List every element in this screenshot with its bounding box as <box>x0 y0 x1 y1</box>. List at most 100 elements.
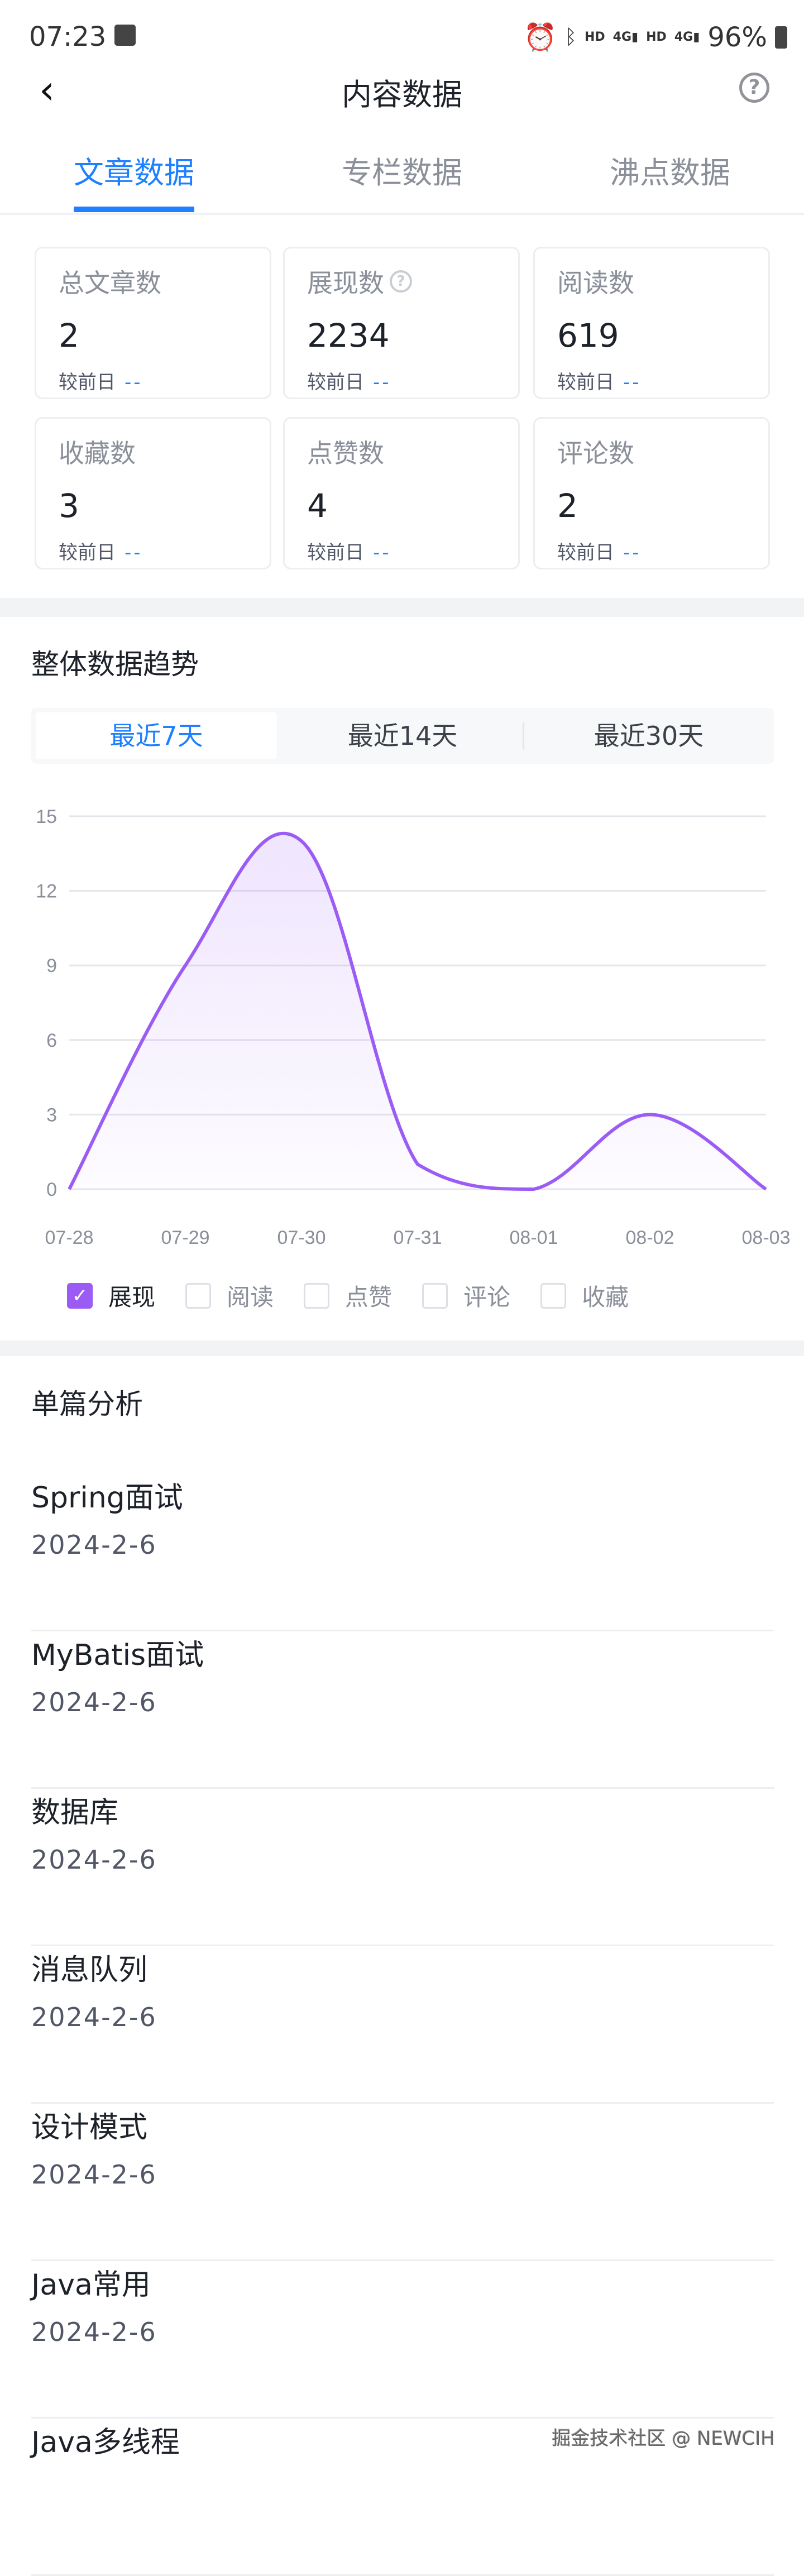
compare-value: -- <box>373 371 391 394</box>
y-tick-label: 0 <box>46 1179 57 1200</box>
articles-title: 单篇分析 <box>31 1388 143 1420</box>
stat-card-reads: 阅读数 619 较前日 -- <box>533 247 770 399</box>
x-tick-label: 07-31 <box>394 1227 442 1248</box>
article-title: MyBatis面试 <box>31 1639 204 1672</box>
active-tab-indicator <box>74 207 194 212</box>
series-area <box>69 833 766 1189</box>
checkbox-checked-icon[interactable]: ✓ <box>67 1282 93 1309</box>
article-title: 消息队列 <box>31 1953 148 1987</box>
stat-compare: 较前日 -- <box>59 542 143 564</box>
legend-favorites[interactable]: 收藏 <box>540 1279 629 1313</box>
legend-comments[interactable]: 评论 <box>422 1279 510 1313</box>
x-tick-label: 08-01 <box>510 1227 558 1248</box>
article-date: 2024-2-6 <box>31 1845 157 1875</box>
checkbox-icon[interactable] <box>304 1282 330 1309</box>
stat-card-comments: 评论数 2 较前日 -- <box>533 417 770 569</box>
article-date: 2024-2-6 <box>31 2002 157 2032</box>
content-tabs: 文章数据 专栏数据 沸点数据 <box>0 142 804 215</box>
stat-label: 展现数? <box>307 263 496 300</box>
article-list-item[interactable]: 数据库 2024-2-6 <box>31 1789 774 1946</box>
gallery-notification-icon <box>114 25 136 46</box>
trend-chart: 0 3 6 9 12 15 07-28 07-29 07-30 07-31 08-01 08-02 08… <box>36 806 791 1248</box>
compare-value: -- <box>125 371 143 394</box>
article-list-item[interactable]: MyBatis面试 2024-2-6 <box>31 1631 774 1789</box>
legend-likes[interactable]: 点赞 <box>304 1279 392 1313</box>
article-list-item[interactable]: Java常用 2024-2-6 <box>31 2261 774 2419</box>
stat-label: 点赞数 <box>307 438 384 468</box>
range-divider <box>523 722 524 750</box>
checkbox-icon[interactable] <box>185 1282 212 1309</box>
y-tick-label: 12 <box>36 881 57 902</box>
stat-value: 619 <box>557 317 619 355</box>
hd-icon: HD <box>584 30 605 44</box>
range-14-days[interactable]: 最近14天 <box>347 721 458 751</box>
article-title: 数据库 <box>31 1796 119 1830</box>
range-7-days[interactable]: 最近7天 <box>36 712 277 759</box>
stat-value: 2 <box>557 487 578 525</box>
article-date: 2024-2-6 <box>31 1687 157 1717</box>
x-tick-label: 08-02 <box>626 1227 674 1248</box>
status-bar: 07:23 ⏰ ᛒ HD 4G▮ HD 4G▮ 96% <box>0 0 804 67</box>
section-divider <box>0 1340 804 1356</box>
checkbox-icon[interactable] <box>422 1282 448 1309</box>
article-list-item[interactable]: 设计模式 2024-2-6 <box>31 2104 774 2261</box>
series-line <box>68 831 767 1191</box>
compare-value: -- <box>125 542 143 564</box>
range-selector: 最近7天 最近14天 最近30天 <box>31 708 774 764</box>
stat-compare: 较前日 -- <box>557 542 642 564</box>
back-button[interactable]: ‹ <box>39 67 55 113</box>
x-tick-label: 07-28 <box>45 1227 94 1248</box>
article-date: 2024-2-6 <box>31 2317 157 2347</box>
stat-compare: 较前日 -- <box>59 371 143 394</box>
legend-impressions[interactable]: ✓ 展现 <box>67 1279 155 1313</box>
section-divider <box>0 598 804 617</box>
stat-value: 3 <box>59 487 79 525</box>
stat-label: 收藏数 <box>59 438 136 468</box>
article-title: Java多线程 <box>31 2426 180 2459</box>
stat-compare: 较前日 -- <box>307 542 391 564</box>
article-list-item[interactable]: Spring面试 2024-2-6 <box>31 1474 774 1631</box>
tab-column-data[interactable]: 专栏数据 <box>342 155 462 190</box>
legend-label: 点赞 <box>345 1284 393 1311</box>
y-tick-label: 3 <box>46 1104 57 1126</box>
trend-title: 整体数据趋势 <box>31 648 199 681</box>
signal-4g-icon: 4G▮ <box>674 30 700 44</box>
range-30-days[interactable]: 最近30天 <box>594 721 704 751</box>
compare-value: -- <box>623 542 642 564</box>
hd-icon: HD <box>646 30 667 44</box>
article-list-item[interactable]: 消息队列 2024-2-6 <box>31 1946 774 2104</box>
help-icon[interactable]: ? <box>390 270 412 293</box>
article-title: Spring面试 <box>31 1481 183 1515</box>
stat-label: 评论数 <box>557 438 634 468</box>
stat-card-impressions: 展现数? 2234 较前日 -- <box>283 247 520 399</box>
stat-compare: 较前日 -- <box>557 371 642 394</box>
stat-label: 阅读数 <box>557 268 634 298</box>
stat-value: 2 <box>59 317 79 355</box>
article-date: 2024-2-6 <box>31 1530 157 1560</box>
stat-card-favorites: 收藏数 3 较前日 -- <box>35 417 271 569</box>
legend-label: 评论 <box>463 1284 511 1311</box>
battery-icon <box>775 26 787 49</box>
tab-article-data[interactable]: 文章数据 <box>74 155 194 190</box>
legend-label: 阅读 <box>227 1284 274 1311</box>
stat-value: 4 <box>307 487 328 525</box>
stat-label: 总文章数 <box>59 268 161 298</box>
stat-card-likes: 点赞数 4 较前日 -- <box>283 417 520 569</box>
bluetooth-icon: ᛒ <box>564 26 577 49</box>
compare-value: -- <box>623 371 642 394</box>
legend-reads[interactable]: 阅读 <box>185 1279 274 1313</box>
compare-value: -- <box>373 542 391 564</box>
watermark: 掘金技术社区 @ NEWCIH <box>552 2427 775 2450</box>
legend-label: 展现 <box>108 1284 156 1311</box>
x-tick-label: 08-03 <box>742 1227 791 1248</box>
help-icon[interactable]: ? <box>739 73 769 103</box>
x-tick-label: 07-29 <box>161 1227 210 1248</box>
battery-percent: 96% <box>707 21 767 53</box>
article-title: Java常用 <box>31 2268 151 2302</box>
legend-label: 收藏 <box>582 1284 629 1311</box>
stat-value: 2234 <box>307 317 390 355</box>
y-tick-label: 9 <box>46 955 57 976</box>
tab-pins-data[interactable]: 沸点数据 <box>610 155 730 190</box>
y-tick-label: 6 <box>46 1030 57 1051</box>
checkbox-icon[interactable] <box>540 1282 567 1309</box>
